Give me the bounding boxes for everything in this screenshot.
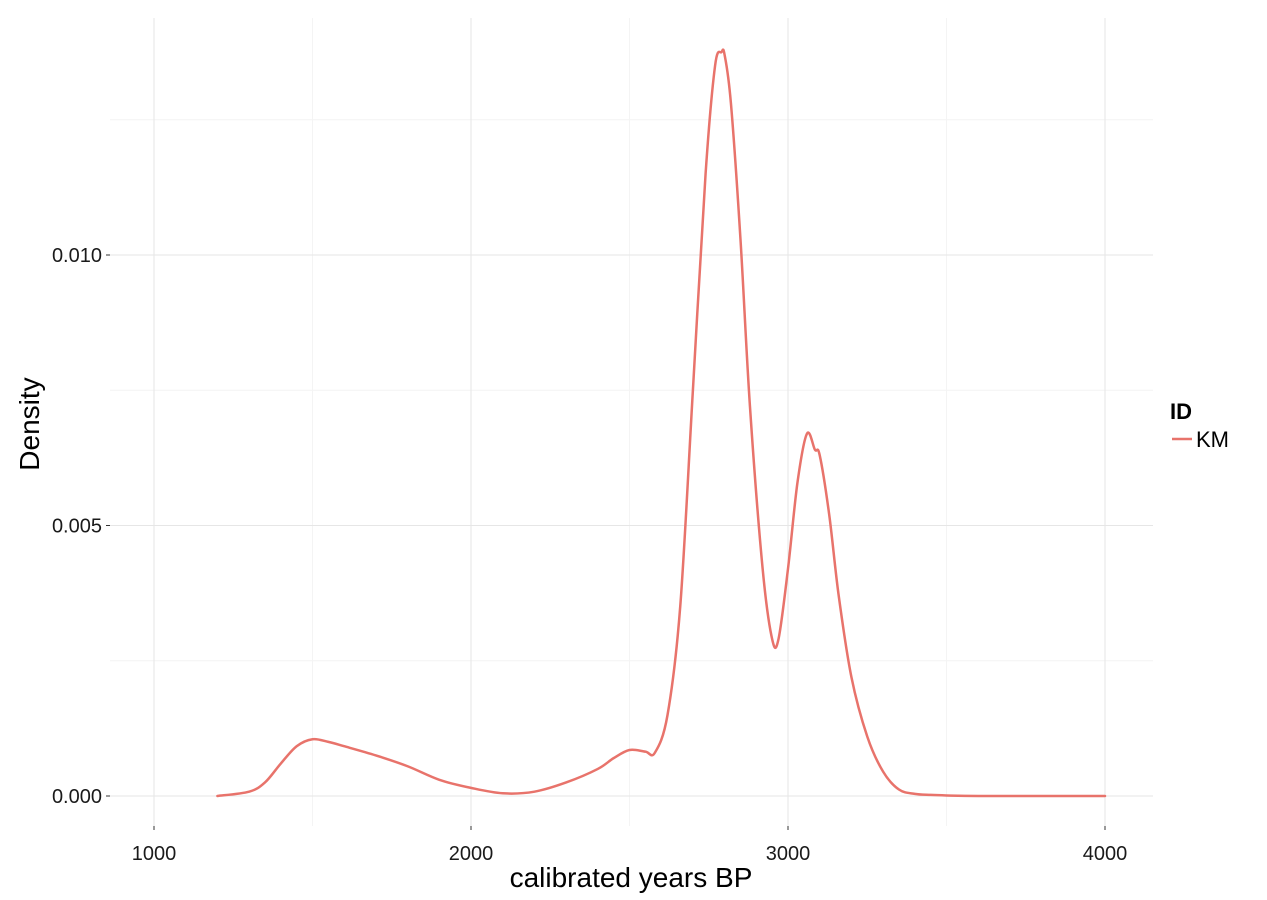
y-axis-title: Density — [14, 377, 45, 470]
legend-label-km: KM — [1196, 427, 1229, 452]
y-axis: 0.000 0.005 0.010 — [52, 245, 110, 808]
x-axis-title: calibrated years BP — [510, 862, 753, 893]
legend-title: ID — [1170, 399, 1192, 424]
minor-gridlines — [110, 18, 1153, 826]
y-tick-label: 0.010 — [52, 245, 102, 267]
x-tick-label: 4000 — [1083, 843, 1128, 865]
y-tick-label: 0.005 — [52, 516, 102, 538]
x-axis: 1000 2000 3000 4000 — [132, 826, 1128, 865]
x-tick-label: 3000 — [766, 843, 811, 865]
series-line-km — [216, 48, 1107, 798]
legend: ID KM — [1170, 399, 1229, 452]
series-layer — [216, 48, 1107, 798]
y-tick-label: 0.000 — [52, 786, 102, 808]
x-tick-label: 1000 — [132, 843, 177, 865]
major-gridlines — [110, 18, 1153, 826]
x-tick-label: 2000 — [449, 843, 494, 865]
plot-panel — [110, 18, 1153, 826]
